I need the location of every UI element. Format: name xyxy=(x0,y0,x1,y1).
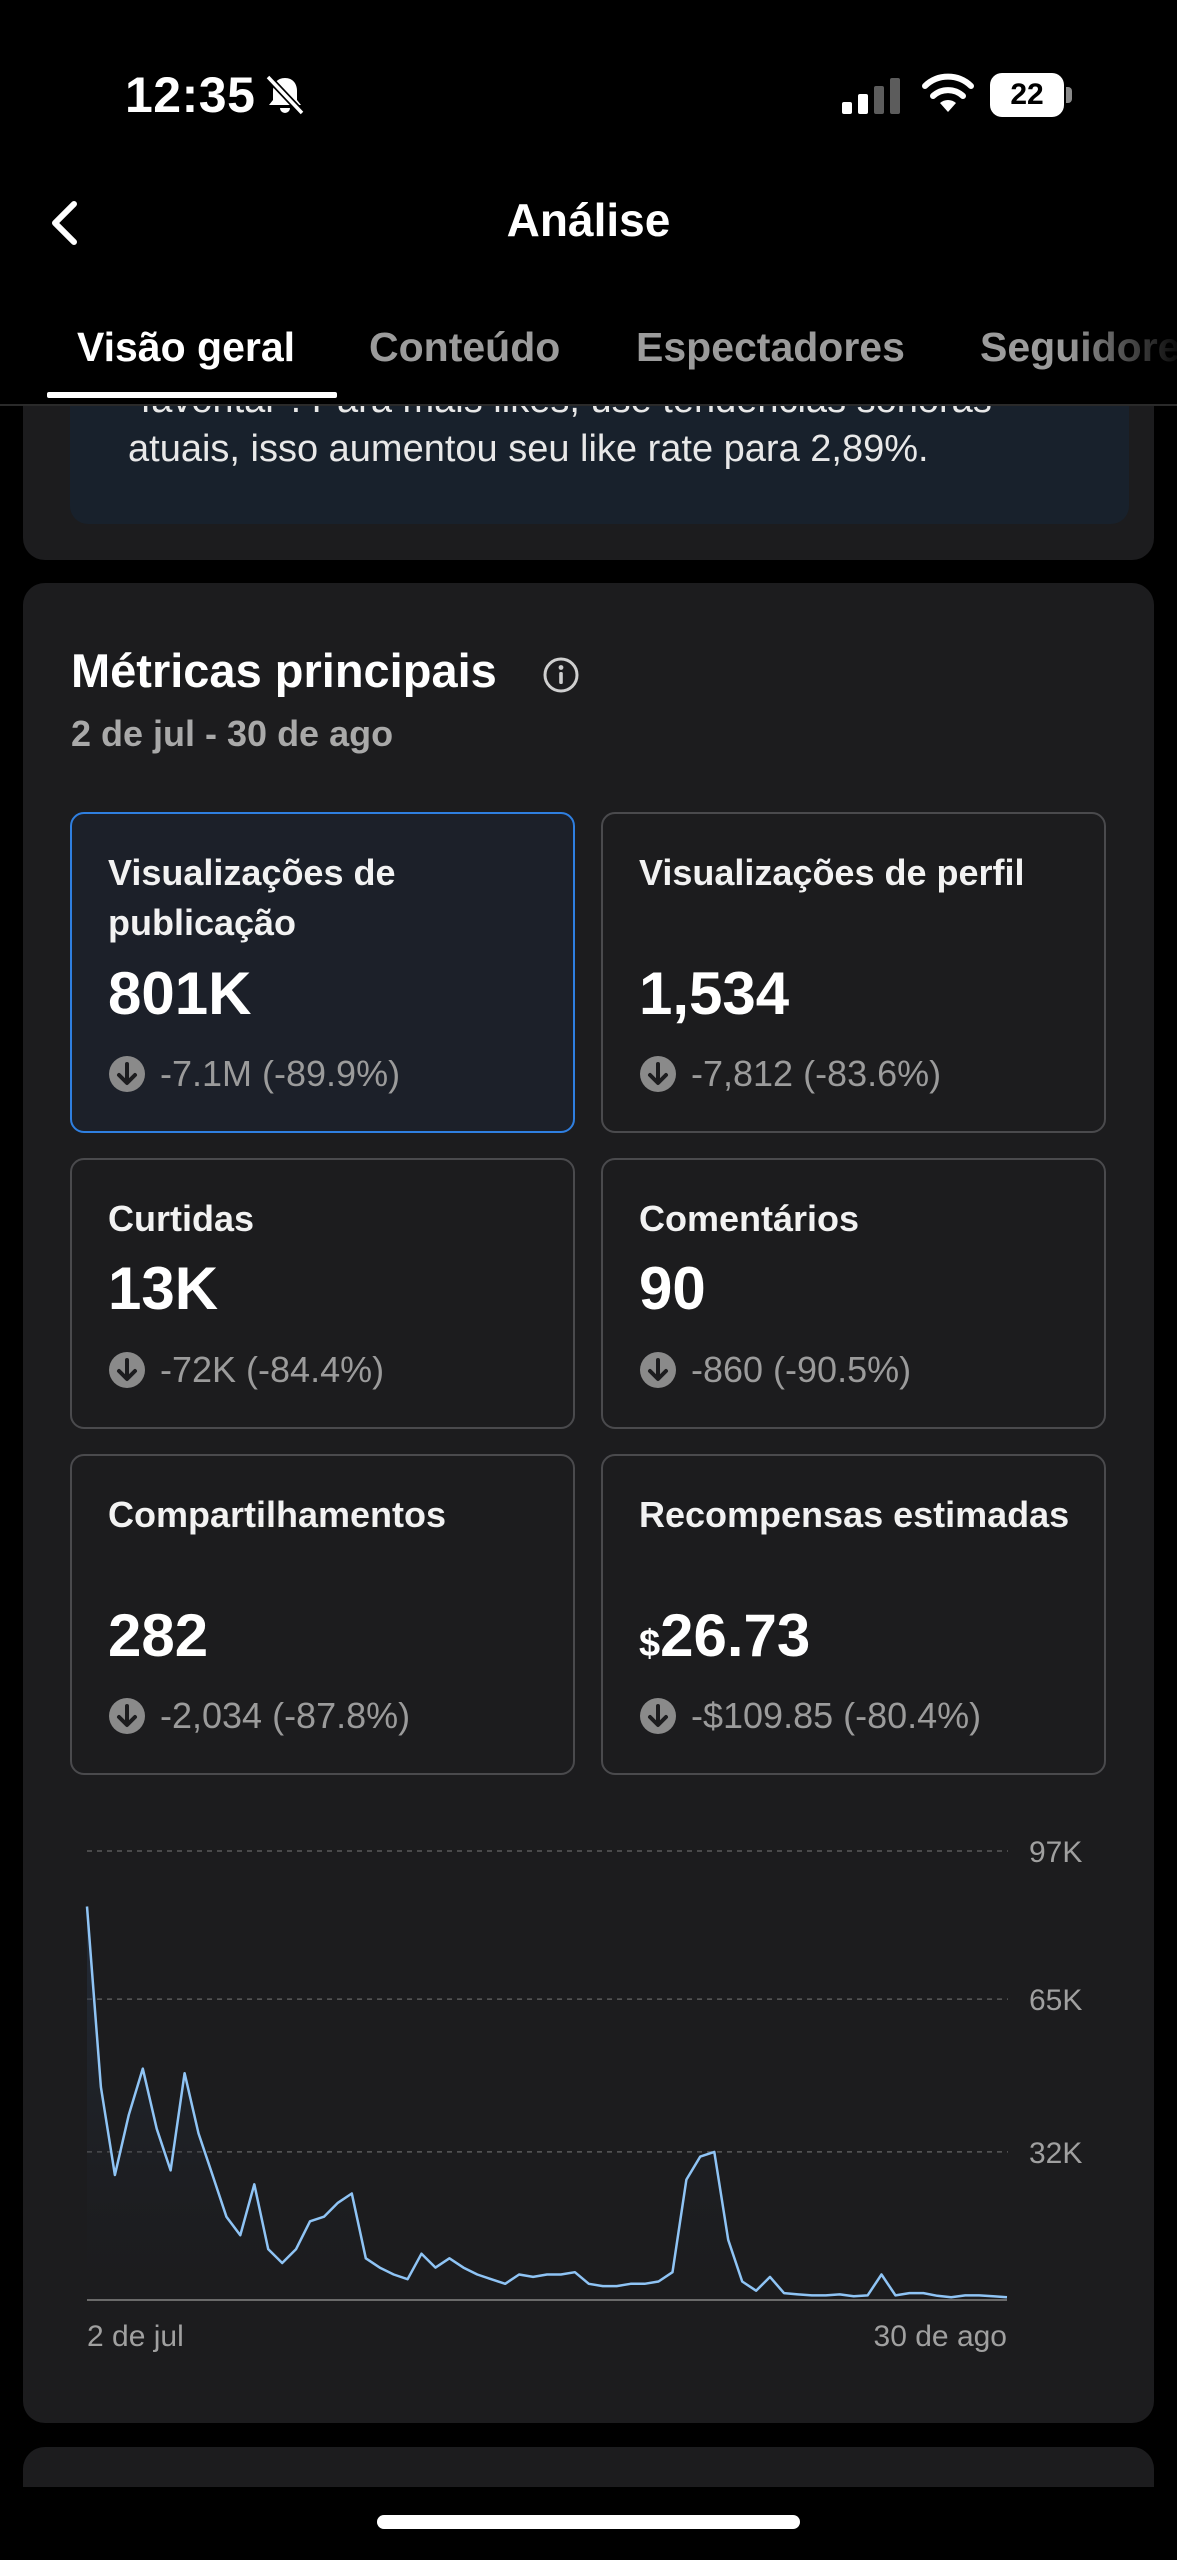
section-title: Métricas principais xyxy=(71,644,497,697)
key-metrics-card: Métricas principais 2 de jul - 30 de ago… xyxy=(23,583,1154,2423)
x-axis-label-end: 30 de ago xyxy=(874,2320,1007,2353)
x-axis-label-start: 2 de jul xyxy=(87,2320,184,2353)
battery-icon: 22 xyxy=(990,73,1072,117)
wifi-icon xyxy=(922,73,974,112)
y-tick-label: 65K xyxy=(1029,1984,1082,2017)
cellular-signal-icon xyxy=(842,78,900,114)
y-tick-label: 97K xyxy=(1029,1836,1082,1869)
metric-change-text: -7,812 (-83.6%) xyxy=(691,1053,942,1094)
bell-muted-icon xyxy=(265,74,305,116)
metric-value: $26.73 xyxy=(639,1601,810,1670)
metric-tile-profile-views[interactable]: Visualizações de perfil 1,534 -7,812 (-8… xyxy=(601,812,1106,1133)
metric-tile-estimated-rewards[interactable]: Recompensas estimadas $26.73 -$109.85 (-… xyxy=(601,1454,1106,1775)
metric-value: 13K xyxy=(108,1255,219,1322)
chart-area-fill xyxy=(87,1906,1007,2300)
insight-box: “favoritar”. Para mais likes, use tendên… xyxy=(70,406,1129,524)
page-title: Análise xyxy=(506,194,671,246)
info-circle-icon[interactable] xyxy=(541,655,581,695)
metric-change: -72K (-84.4%) xyxy=(108,1349,384,1391)
clock: 12:35 xyxy=(125,67,256,123)
y-tick-label: 32K xyxy=(1029,2137,1082,2170)
tab-overview[interactable]: Visão geral xyxy=(77,324,296,370)
arrow-down-circle-icon xyxy=(640,1698,676,1734)
battery-cap xyxy=(1066,87,1072,103)
tab-bar-fade xyxy=(1067,296,1177,402)
arrow-down-circle-icon xyxy=(640,1056,676,1092)
metric-change-text: -$109.85 (-80.4%) xyxy=(691,1695,982,1736)
metric-label: Visualizações de publicação xyxy=(108,852,396,943)
currency-symbol: $ xyxy=(639,1623,661,1665)
chart-series-line xyxy=(85,1906,1008,2299)
tab-viewers[interactable]: Espectadores xyxy=(636,324,905,370)
metric-value: 90 xyxy=(639,1255,706,1322)
insight-card: “favoritar”. Para mais likes, use tendên… xyxy=(23,406,1154,560)
tab-content[interactable]: Conteúdo xyxy=(369,324,561,370)
tab-bar: Visão geral Conteúdo Espectadores Seguid… xyxy=(0,296,1177,406)
metric-tile-comments[interactable]: Comentários 90 -860 (-90.5%) xyxy=(601,1158,1106,1429)
back-button[interactable] xyxy=(40,190,90,256)
metric-value-number: 26.73 xyxy=(660,1602,811,1669)
insight-line-1: “favoritar”. Para mais likes, use tendên… xyxy=(128,406,1128,425)
insight-text: “favoritar”. Para mais likes, use tendên… xyxy=(128,406,1128,474)
metric-change-text: -72K (-84.4%) xyxy=(160,1349,385,1390)
metric-value: 801K xyxy=(108,960,252,1027)
metric-label: Recompensas estimadas xyxy=(639,1494,1070,1535)
metric-tile-post-views[interactable]: Visualizações de publicação 801K -7.1M (… xyxy=(70,812,575,1133)
metric-label: Curtidas xyxy=(108,1198,255,1239)
metric-value: 282 xyxy=(108,1602,209,1669)
metric-label: Visualizações de perfil xyxy=(639,852,1025,893)
arrow-down-circle-icon xyxy=(109,1056,145,1092)
date-range: 2 de jul - 30 de ago xyxy=(71,713,394,754)
metric-tile-shares[interactable]: Compartilhamentos 282 -2,034 (-87.8%) xyxy=(70,1454,575,1775)
post-views-chart[interactable]: 97K 65K 32K 2 de jul 30 de ago xyxy=(23,583,1154,2423)
metric-change-text: -7.1M (-89.9%) xyxy=(160,1053,401,1094)
metric-tile-likes[interactable]: Curtidas 13K -72K (-84.4%) xyxy=(70,1158,575,1429)
arrow-down-circle-icon xyxy=(640,1352,676,1388)
metric-change: -7.1M (-89.9%) xyxy=(108,1053,400,1095)
next-card xyxy=(23,2447,1154,2487)
status-bar: 12:35 22 xyxy=(0,0,1177,190)
metric-change: -860 (-90.5%) xyxy=(639,1349,911,1391)
metric-label: Compartilhamentos xyxy=(108,1494,447,1535)
active-tab-indicator xyxy=(47,392,337,398)
insight-line-2: atuais, isso aumentou seu like rate para… xyxy=(128,428,929,470)
battery-level: 22 xyxy=(990,73,1064,117)
metric-change-text: -2,034 (-87.8%) xyxy=(160,1695,411,1736)
metric-change: -7,812 (-83.6%) xyxy=(639,1053,941,1095)
home-indicator[interactable] xyxy=(377,2515,800,2529)
arrow-down-circle-icon xyxy=(109,1352,145,1388)
metric-change: -2,034 (-87.8%) xyxy=(108,1695,410,1737)
metric-change-text: -860 (-90.5%) xyxy=(691,1349,912,1390)
arrow-down-circle-icon xyxy=(109,1698,145,1734)
metric-change: -$109.85 (-80.4%) xyxy=(639,1695,981,1737)
metric-label: Comentários xyxy=(639,1198,860,1239)
metric-value: 1,534 xyxy=(639,960,790,1027)
